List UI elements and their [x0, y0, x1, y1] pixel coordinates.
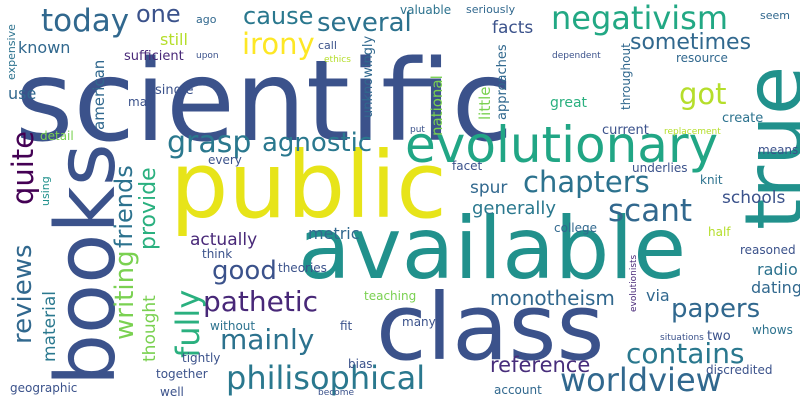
word-one: one [136, 0, 181, 28]
word-situations: situations [660, 333, 704, 343]
word-underlies: underlies [632, 161, 688, 175]
word-well: well [160, 385, 184, 399]
word-single: single [155, 83, 194, 98]
word-put: put [410, 125, 425, 135]
word-scant: scant [608, 193, 692, 229]
word-knit: knit [700, 173, 723, 187]
word-radio: radio [757, 260, 798, 279]
word-actually: actually [190, 230, 258, 250]
word-worldview: worldview [560, 361, 722, 399]
word-got: got [679, 77, 727, 111]
word-college: college [554, 221, 597, 235]
word-writing: writing [110, 250, 140, 340]
word-seriously: seriously [466, 3, 516, 16]
word-current: current [602, 123, 649, 138]
word-account: account [494, 383, 542, 397]
word-half: half [708, 225, 731, 239]
word-reference: reference [490, 353, 591, 377]
word-reasoned: reasoned [740, 243, 796, 257]
word-negativism: negativism [551, 0, 728, 37]
word-public: public [170, 132, 447, 239]
word-still: still [160, 30, 188, 49]
word-metric: metric [308, 224, 360, 243]
word-resource: resource [676, 51, 728, 65]
word-evolutionary: evolutionary [405, 116, 719, 174]
word-seem: seem [760, 9, 790, 22]
word-teaching: teaching [364, 289, 417, 303]
word-friends: friends [110, 165, 138, 248]
word-without: without [210, 319, 256, 333]
word-means: means [758, 143, 799, 157]
word-geographic: geographic [10, 381, 78, 395]
word-call: call [318, 39, 337, 52]
word-dating: dating [751, 278, 800, 297]
word-spur: spur [470, 178, 508, 198]
word-great: great [550, 95, 588, 111]
word-chapters: chapters [523, 165, 650, 199]
word-whows: whows [752, 323, 793, 337]
word-good: good [212, 256, 277, 286]
word-today: today [41, 3, 130, 39]
word-bias: bias [348, 357, 373, 371]
word-provide: provide [136, 167, 161, 250]
word-quite: quite [6, 130, 40, 205]
word-throughout: throughout [619, 43, 633, 110]
word-via: via [646, 286, 670, 305]
word-become: become [318, 388, 355, 398]
word-scientific: scientific [15, 37, 514, 167]
word-using: using [39, 176, 52, 206]
word-reviews: reviews [8, 244, 38, 344]
word-replacement: replacement [664, 127, 721, 137]
word-use: use [8, 84, 37, 103]
word-ethics: ethics [324, 55, 351, 65]
word-discredited: discredited [706, 363, 773, 377]
word-upon: upon [196, 51, 219, 61]
word-sufficient: sufficient [124, 49, 184, 64]
word-every: every [208, 153, 242, 167]
word-mainly: mainly [220, 323, 315, 356]
word-fully: fully [169, 289, 207, 358]
word-class: class [376, 274, 605, 381]
word-known: known [18, 38, 71, 57]
word-ago: ago [196, 13, 217, 26]
word-cause: cause [243, 2, 314, 30]
word-national: national [428, 75, 446, 136]
word-together: together [156, 367, 208, 381]
word-material: material [40, 291, 60, 362]
word-evolutionists: evolutionists [629, 254, 639, 312]
word-facet: facet [452, 159, 483, 173]
word-monotheism: monotheism [490, 286, 615, 310]
word-irony: irony [242, 27, 315, 61]
word-papers: papers [671, 294, 761, 324]
word-fit: fit [340, 319, 353, 333]
word-unknowingly: unknowingly [361, 35, 376, 118]
word-pathetic: pathetic [203, 285, 319, 318]
word-facts: facts [492, 18, 534, 38]
word-sometimes: sometimes [630, 30, 752, 55]
word-agnostic: agnostic [262, 128, 373, 158]
word-think: think [202, 247, 233, 261]
word-theories: theories [278, 261, 327, 275]
word-philisophical: philisophical [226, 359, 426, 397]
word-approaches: approaches [495, 44, 510, 120]
word-two: two [707, 329, 731, 344]
word-several: several [317, 8, 412, 38]
word-available: available [298, 199, 687, 299]
word-grasp: grasp [167, 125, 252, 160]
word-american: american [90, 59, 108, 130]
word-little: little [476, 86, 494, 121]
word-generally: generally [472, 198, 557, 219]
word-contains: contains [626, 337, 745, 370]
word-create: create [722, 111, 764, 126]
word-schools: schools [722, 188, 786, 208]
word-many: many [402, 315, 436, 329]
word-tightly: tightly [182, 351, 221, 365]
word-may: may [128, 95, 155, 109]
word-dependent: dependent [552, 51, 601, 61]
word-thought: thought [140, 295, 160, 362]
word-expensive: expensive [5, 24, 18, 80]
word-detail: detail [40, 129, 74, 143]
word-valuable: valuable [400, 3, 452, 17]
